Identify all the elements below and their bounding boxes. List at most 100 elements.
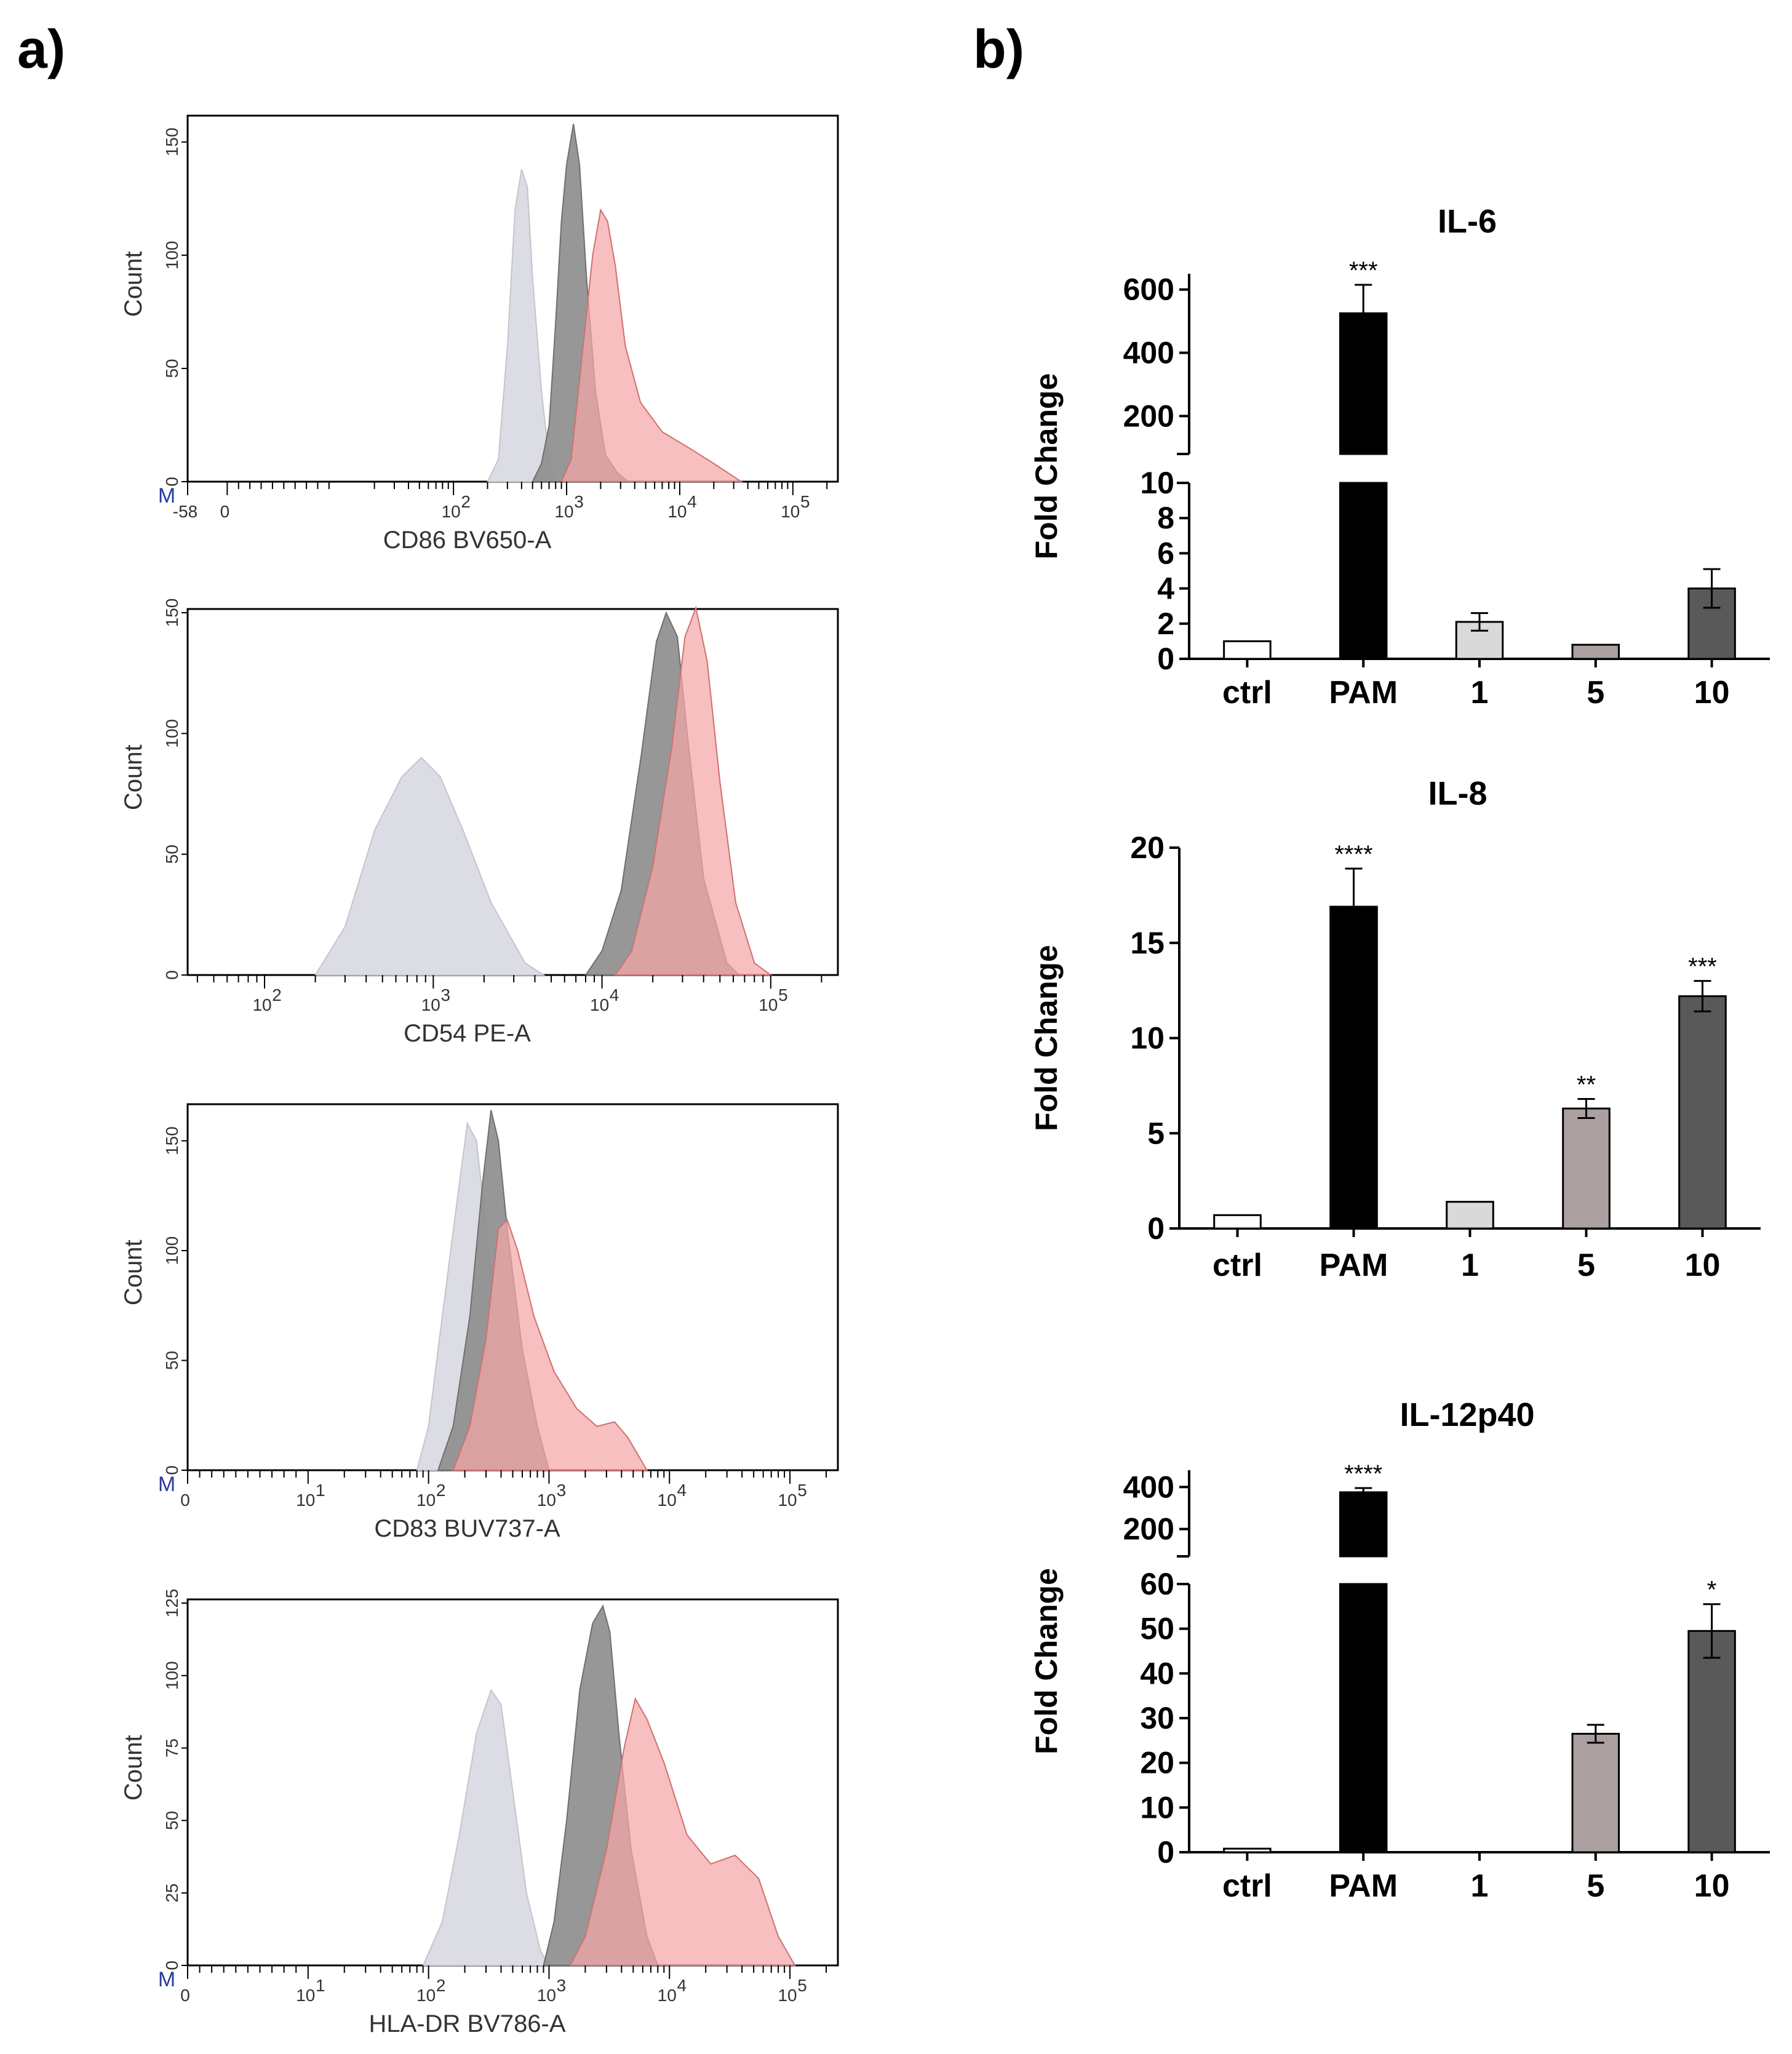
category-label: 10 (1694, 675, 1730, 711)
x-tick-label: 10 (296, 1986, 315, 2005)
x-tick-label: 10 (590, 995, 609, 1014)
y-tick-label: 20 (1130, 830, 1165, 865)
bar-PAM-lower (1339, 482, 1388, 660)
chart-title: IL-12p40 (1400, 1396, 1534, 1433)
bar-ctrl (1213, 1214, 1262, 1230)
histogram-treated (560, 208, 744, 482)
bar-ctrl (1223, 1847, 1272, 1853)
significance-label: *** (1688, 953, 1717, 981)
category-label: PAM (1329, 675, 1398, 711)
x-tick-label: 10 (537, 1491, 556, 1510)
x-axis-label: CD86 BV650-A (383, 527, 552, 554)
y-axis-label: Fold Change (1029, 373, 1064, 560)
y-tick-label: 100 (162, 719, 181, 748)
x-tick-exponent: 5 (800, 492, 810, 511)
x-tick-label: 0 (180, 1986, 190, 2005)
category-label: 1 (1461, 1248, 1479, 1283)
y-tick-label: 15 (1130, 926, 1165, 960)
y-tick-label: 600 (1123, 273, 1174, 307)
y-tick-label: 2 (1157, 607, 1174, 641)
gate-marker-m: M (158, 1473, 175, 1496)
x-tick-exponent: 1 (316, 1481, 325, 1500)
x-tick-label: 10 (667, 502, 687, 521)
y-tick-label: 0 (162, 970, 181, 980)
y-tick-label: 200 (1123, 1512, 1174, 1546)
bar-1 (1446, 1201, 1494, 1230)
y-axis-label: Fold Change (1029, 1568, 1064, 1754)
x-axis-label: CD83 BUV737-A (374, 1515, 560, 1542)
significance-label: * (1707, 1577, 1717, 1604)
histogram-unstained (314, 757, 546, 976)
category-label: 5 (1587, 675, 1604, 711)
category-label: 5 (1577, 1248, 1595, 1283)
category-label: 5 (1587, 1868, 1604, 1904)
y-tick-label: 50 (1140, 1612, 1174, 1646)
histogram-unstained (422, 1689, 551, 1966)
y-tick-label: 40 (1140, 1656, 1174, 1690)
x-tick-label: 10 (416, 1986, 436, 2005)
bar-PAM-lower (1339, 1583, 1388, 1853)
x-tick-label: 10 (759, 995, 778, 1014)
y-axis-label: Count (120, 1240, 147, 1305)
x-tick-label: 10 (421, 995, 440, 1014)
y-tick-label: 50 (162, 845, 181, 864)
x-tick-label: 10 (778, 1491, 797, 1510)
y-tick-label: 0 (1157, 1835, 1174, 1869)
significance-label: **** (1344, 1460, 1382, 1487)
x-tick-exponent: 5 (797, 1481, 807, 1500)
x-tick-label: 10 (252, 995, 271, 1014)
category-label: 10 (1685, 1248, 1721, 1283)
y-tick-label: 4 (1157, 571, 1174, 606)
y-tick-label: 150 (162, 599, 181, 627)
y-tick-label: 100 (162, 1661, 181, 1690)
x-tick-exponent: 3 (441, 985, 451, 1005)
bar-chart-il12: 0 10 20 30 40 50 60 200 400 ctrl PAM **** 1 5 10 * IL-12… (1029, 1396, 1770, 1904)
y-tick-label: 400 (1123, 1470, 1174, 1504)
chart-title: IL-6 (1438, 203, 1497, 240)
bar-5 (1571, 643, 1620, 660)
bar-10 (1687, 1630, 1736, 1853)
x-tick-label: 10 (658, 1491, 677, 1510)
y-tick-label: 20 (1140, 1746, 1174, 1780)
x-tick-label: 10 (658, 1986, 677, 2005)
x-tick-exponent: 1 (316, 1976, 325, 1995)
panel-label-b: b) (973, 18, 1024, 79)
bar-ctrl (1223, 640, 1272, 660)
x-tick-label: 10 (416, 1491, 436, 1510)
x-tick-label: 10 (554, 502, 573, 521)
y-tick-label: 100 (162, 1236, 181, 1265)
panel-label-a: a) (17, 18, 65, 79)
histogram-treated (614, 605, 773, 976)
bar-10 (1678, 995, 1727, 1230)
significance-label: *** (1349, 257, 1378, 284)
category-label: 1 (1471, 675, 1489, 711)
y-tick-label: 400 (1123, 336, 1174, 370)
y-tick-label: 150 (162, 127, 181, 156)
y-tick-label: 50 (162, 1811, 181, 1830)
y-tick-label: 6 (1157, 536, 1174, 570)
x-tick-label: 0 (180, 1491, 190, 1510)
significance-label: **** (1334, 841, 1372, 868)
x-tick-exponent: 3 (557, 1976, 567, 1995)
x-tick-exponent: 3 (574, 492, 584, 511)
y-tick-label: 10 (1130, 1021, 1165, 1056)
x-tick-label: 10 (296, 1491, 315, 1510)
y-tick-label: 50 (162, 1351, 181, 1370)
y-tick-label: 25 (162, 1884, 181, 1903)
y-tick-label: 200 (1123, 399, 1174, 433)
x-tick-exponent: 4 (687, 492, 697, 511)
category-label: ctrl (1222, 675, 1272, 711)
y-tick-label: 150 (162, 1126, 181, 1155)
histogram-treated (569, 1697, 796, 1966)
histogram-treated (452, 1219, 648, 1471)
x-tick-label: 10 (778, 1986, 797, 2005)
y-tick-label: 0 (162, 1465, 181, 1475)
y-axis-label: Count (120, 1735, 147, 1801)
x-axis-label: HLA-DR BV786-A (368, 2010, 565, 2037)
x-tick-exponent: 4 (610, 985, 619, 1005)
x-tick-exponent: 2 (272, 985, 282, 1005)
